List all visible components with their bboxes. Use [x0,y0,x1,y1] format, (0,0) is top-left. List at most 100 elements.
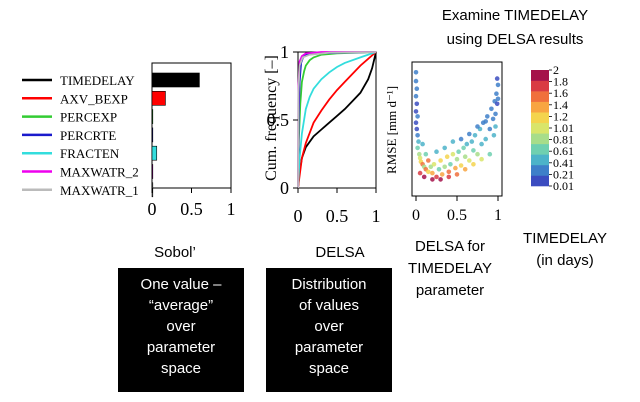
scatter-point [483,136,489,142]
heading: Examine TIMEDELAY using DELSA results [410,4,620,52]
cdf-line-percexp [297,51,377,189]
colorbar-cell [531,175,549,187]
delsa-caption: DELSA [315,244,365,261]
scatter-point [483,119,489,124]
scatter-point [487,151,493,157]
colorbar-tick-label: 0.21 [553,167,574,181]
scatter-point [436,167,442,172]
scatter-point [417,155,423,161]
colorbar-tick-label: 1.01 [553,121,574,135]
sobol-bar-maxwatr_2 [151,164,154,179]
sobol-caption: Sobol’ [154,244,196,261]
scatter-point [475,124,480,129]
colorbar-tick-label: 2 [553,63,559,77]
heading-line-1: Examine TIMEDELAY [441,7,589,24]
legend-label: PERCRTE [60,128,116,143]
scatter-caption-line-1: DELSA for [414,238,486,255]
legend-label: MAXWATR_2 [60,165,139,180]
scatter-point [479,141,484,147]
scatter-point [461,145,466,151]
delsa-box-line: Distribution [291,276,367,293]
legend-label: FRACTEN [60,146,120,161]
scatter-point [471,162,476,167]
colorbar-tick-label: 0.41 [553,156,574,170]
scatter-point [450,139,456,144]
scatter-point [438,177,443,182]
legend-label: AXV_BEXP [60,91,128,106]
scatter-point [494,91,499,96]
scatter-point [434,149,439,154]
scatter-point [490,116,496,122]
colorbar-cell [531,101,549,113]
cdf-line-maxwatr_2 [297,51,376,189]
scatter-point [414,86,420,91]
delsa-cdf-chart: Cum. frequency [–] 0 0.5 1 0 0.5 1 [263,42,381,226]
sobol-box-line: One value – [140,276,222,293]
scatter-point [442,164,448,170]
scatter-point [467,131,472,137]
scatter-point [485,114,490,119]
sobol-box-line: parameter [146,339,216,356]
colorbar-cell [531,154,549,166]
cdf-line-timedelay [297,51,377,189]
scatter-point [495,96,501,102]
scatter-point [439,172,445,177]
delsa-box-line: parameter [294,339,364,356]
sobol-xtick-label: 1 [227,199,236,219]
colorbar-cell [531,80,549,92]
scatter-point [454,172,460,177]
scatter-point [426,169,431,175]
scatter-point [417,151,422,157]
scatter-point [458,163,464,168]
cdf-ytick-label: 0 [280,178,289,198]
scatter-point [489,106,494,112]
delsa-box-line: space [308,360,350,377]
sobol-xtick-label: 0 [148,199,157,219]
colorbar-tick-label: 1.4 [553,98,568,112]
scatter-point [494,76,500,81]
cdf-line-percrte [297,51,377,189]
scatter-point [464,141,470,147]
colorbar-cell [531,122,549,134]
cdf-ytick-label: 1 [280,42,289,62]
scatter-point [472,133,478,138]
cdf-ytick-label: 0.5 [267,110,290,130]
colorbar-tick-label: 0.01 [553,179,574,193]
colorbar-cell [531,143,549,155]
sobol-chart: 0 0.5 1 [148,62,236,219]
cdf-line-axv_bexp [297,51,377,189]
scatter-point [454,156,460,162]
scatter-point [413,120,419,125]
cdf-xtick-label: 0 [294,206,303,226]
sobol-box-line: space [160,360,202,377]
sobol-bar-percrte [151,127,154,143]
cdf-line-fracten [297,51,377,189]
scatter-point [413,70,419,75]
scatter-point [446,169,452,175]
legend-label: MAXWATR_1 [60,183,139,198]
sobol-box-line: over [166,318,196,335]
heading-line-2: using DELSA results [446,31,584,48]
colorbar-tick-label: 0.61 [553,144,574,158]
sobol-xtick-label: 0.5 [180,199,203,219]
cdf-xtick-label: 0.5 [326,206,349,226]
colorbar-cell [531,133,549,145]
sobol-bar-fracten [151,145,158,161]
scatter-point [462,167,468,172]
colorbar-cell [531,70,549,81]
scatter-point [413,109,419,114]
scatter-point [462,154,468,159]
scatter-xtick-label: 1 [494,207,502,224]
legend-label: PERCEXP [60,110,117,125]
scatter-point [450,151,456,157]
colorbar-cell [531,91,549,102]
scatter-point [423,151,429,157]
scatter-point [430,170,435,176]
scatter-point [414,126,420,132]
scatter-point [446,174,452,180]
scatter-point [421,174,427,180]
scatter-point [479,156,484,162]
sobol-box-line: “average” [148,297,214,314]
scatter-point [469,139,475,144]
